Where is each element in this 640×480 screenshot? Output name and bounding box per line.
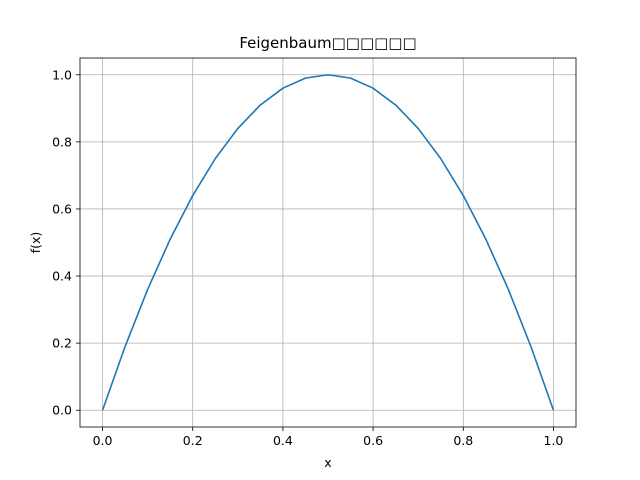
y-tick-label: 0.0 xyxy=(52,403,72,418)
y-tick-label: 1.0 xyxy=(52,67,72,82)
y-tick-label: 0.8 xyxy=(52,134,72,149)
plot-frame xyxy=(79,57,577,428)
series-layer xyxy=(101,73,555,411)
y-axis-label: f(x) xyxy=(28,232,43,254)
chart-title: Feigenbaum□□□□□□ xyxy=(239,34,416,52)
x-axis-label: x xyxy=(324,455,331,470)
y-tick-label: 0.4 xyxy=(52,269,72,284)
x-tick-label: 0.0 xyxy=(93,433,113,448)
y-tick-label: 0.6 xyxy=(52,201,72,216)
x-tick-label: 0.2 xyxy=(183,433,203,448)
tick-layer: 0.0 0.2 0.4 0.6 0.8 1.0 0.0 0.2 0.4 0.6 0.8 1.0 xyxy=(52,67,563,448)
x-tick-label: 0.6 xyxy=(363,433,383,448)
x-tick-label: 0.4 xyxy=(273,433,293,448)
x-tick-label: 1.0 xyxy=(544,433,564,448)
series-line xyxy=(101,73,555,411)
grid-layer xyxy=(80,58,576,427)
x-tick-label: 0.8 xyxy=(453,433,473,448)
y-tick-label: 0.2 xyxy=(52,336,72,351)
